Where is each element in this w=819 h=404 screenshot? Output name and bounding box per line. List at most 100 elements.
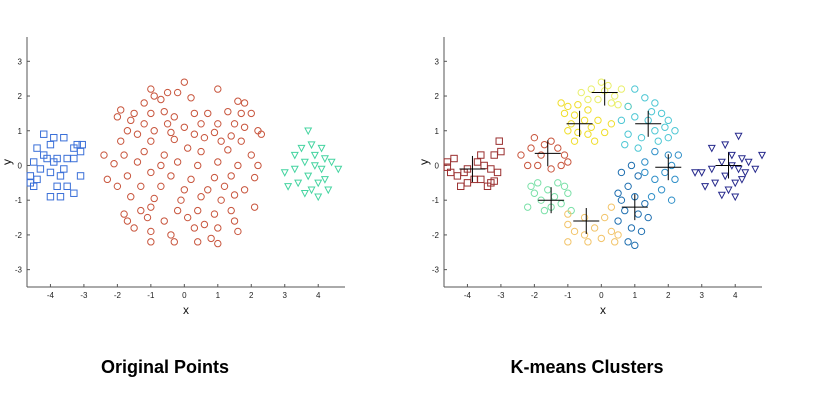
- data-point-s0-14: [36, 165, 45, 173]
- data-point-s0-27: [70, 144, 78, 152]
- series-1: [517, 133, 572, 173]
- data-point-s7-12: [607, 203, 616, 211]
- data-point-s7-5: [607, 227, 616, 236]
- data-point-s1-11: [117, 106, 125, 114]
- data-point-s1-33: [150, 127, 158, 135]
- data-point-s0-6: [480, 161, 488, 170]
- data-point-s0-17: [76, 172, 85, 180]
- data-point-s0-10: [477, 151, 485, 159]
- data-point-s4-10: [617, 116, 626, 125]
- data-point-s2-3: [317, 144, 326, 153]
- data-point-s7-4: [597, 234, 606, 243]
- data-point-s0-15: [46, 168, 55, 177]
- data-point-s1-103: [194, 238, 202, 246]
- x-tick-label: 1: [216, 291, 221, 300]
- data-point-s2-5: [320, 155, 329, 163]
- data-point-s2-13: [590, 137, 599, 145]
- series-0: [26, 130, 86, 201]
- data-point-s1-80: [217, 196, 225, 204]
- data-point-s0-9: [490, 151, 498, 159]
- data-point-s3-1: [587, 85, 595, 93]
- series-2: [557, 99, 616, 145]
- data-point-s5-10: [674, 151, 683, 159]
- data-point-s2-4: [560, 109, 569, 118]
- data-point-s8-15: [617, 196, 626, 204]
- data-point-s8-6: [641, 199, 649, 208]
- data-point-s1-34: [167, 128, 175, 137]
- data-point-s1-14: [160, 107, 168, 116]
- x-tick-label: 4: [316, 291, 321, 300]
- data-point-s8-10: [627, 224, 636, 232]
- data-point-s3-6: [607, 99, 616, 107]
- data-point-s0-22: [53, 182, 61, 191]
- data-point-s1-106: [130, 224, 138, 232]
- centroid-marker-7: [573, 208, 600, 235]
- data-point-s0-11: [29, 158, 38, 166]
- data-point-s4-16: [621, 140, 629, 149]
- y-tick-label: -1: [432, 196, 440, 205]
- data-point-s4-7: [651, 127, 659, 135]
- y-tick-label: 2: [18, 92, 23, 101]
- data-point-s8-13: [631, 241, 639, 250]
- data-point-s1-78: [177, 196, 185, 204]
- x-tick-label: 1: [633, 291, 638, 300]
- centroid-marker-5: [655, 154, 682, 181]
- y-tick-label: 1: [435, 127, 440, 136]
- data-point-s0-7: [487, 165, 495, 173]
- data-point-s0-0: [40, 130, 48, 138]
- data-point-s9-20: [731, 193, 740, 202]
- data-point-s7-11: [564, 210, 572, 218]
- data-point-s9-22: [691, 169, 700, 177]
- data-point-s1-89: [227, 206, 235, 215]
- data-point-s7-0: [564, 220, 572, 229]
- data-point-s1-9: [234, 97, 242, 105]
- data-point-s0-23: [63, 182, 71, 191]
- x-tick-label: -3: [80, 291, 88, 300]
- data-point-s1-1: [523, 161, 532, 170]
- x-tick-label: -1: [147, 291, 155, 300]
- centroid-marker-3: [591, 79, 618, 106]
- data-point-s1-100: [207, 234, 215, 243]
- data-point-s2-17: [284, 183, 293, 191]
- data-point-s1-12: [534, 161, 542, 170]
- series-0: [443, 137, 505, 191]
- data-point-s0-26: [56, 193, 65, 201]
- data-point-s8-4: [614, 189, 622, 197]
- data-point-s1-59: [234, 161, 242, 170]
- data-point-s2-8: [587, 123, 595, 131]
- data-point-s3-2: [597, 78, 606, 86]
- data-point-s1-99: [190, 224, 199, 232]
- data-point-s0-8: [493, 168, 502, 177]
- data-point-s3-7: [594, 95, 602, 104]
- data-point-s1-20: [247, 109, 255, 118]
- y-tick-label: -3: [432, 266, 440, 275]
- data-point-s4-6: [661, 123, 669, 131]
- data-point-s2-18: [307, 186, 316, 195]
- data-point-s2-19: [324, 186, 333, 195]
- data-point-s1-69: [113, 182, 122, 191]
- caption-original-points: Original Points: [100, 357, 229, 377]
- data-point-s2-9: [564, 127, 572, 135]
- data-point-s4-1: [631, 85, 639, 93]
- y-tick-label: -2: [432, 231, 440, 240]
- data-point-s1-19: [237, 109, 245, 118]
- data-point-s1-86: [173, 206, 182, 215]
- data-point-s5-9: [641, 158, 649, 166]
- data-point-s8-12: [624, 238, 632, 246]
- data-point-s1-3: [163, 88, 172, 97]
- data-point-s5-3: [661, 168, 669, 177]
- data-point-s0-7: [76, 147, 85, 156]
- data-point-s2-13: [304, 172, 313, 181]
- data-point-s1-52: [247, 151, 255, 159]
- data-point-s0-1: [50, 133, 58, 142]
- data-point-s5-0: [651, 147, 659, 156]
- data-point-s4-11: [631, 113, 639, 121]
- y-tick-label: -3: [15, 266, 23, 275]
- data-point-s1-2: [527, 144, 535, 152]
- data-point-s1-63: [147, 168, 155, 177]
- data-point-s1-95: [214, 224, 222, 232]
- data-point-s8-14: [644, 213, 652, 222]
- data-point-s4-5: [664, 116, 672, 125]
- data-point-s4-4: [657, 109, 666, 118]
- data-point-s1-82: [250, 203, 259, 211]
